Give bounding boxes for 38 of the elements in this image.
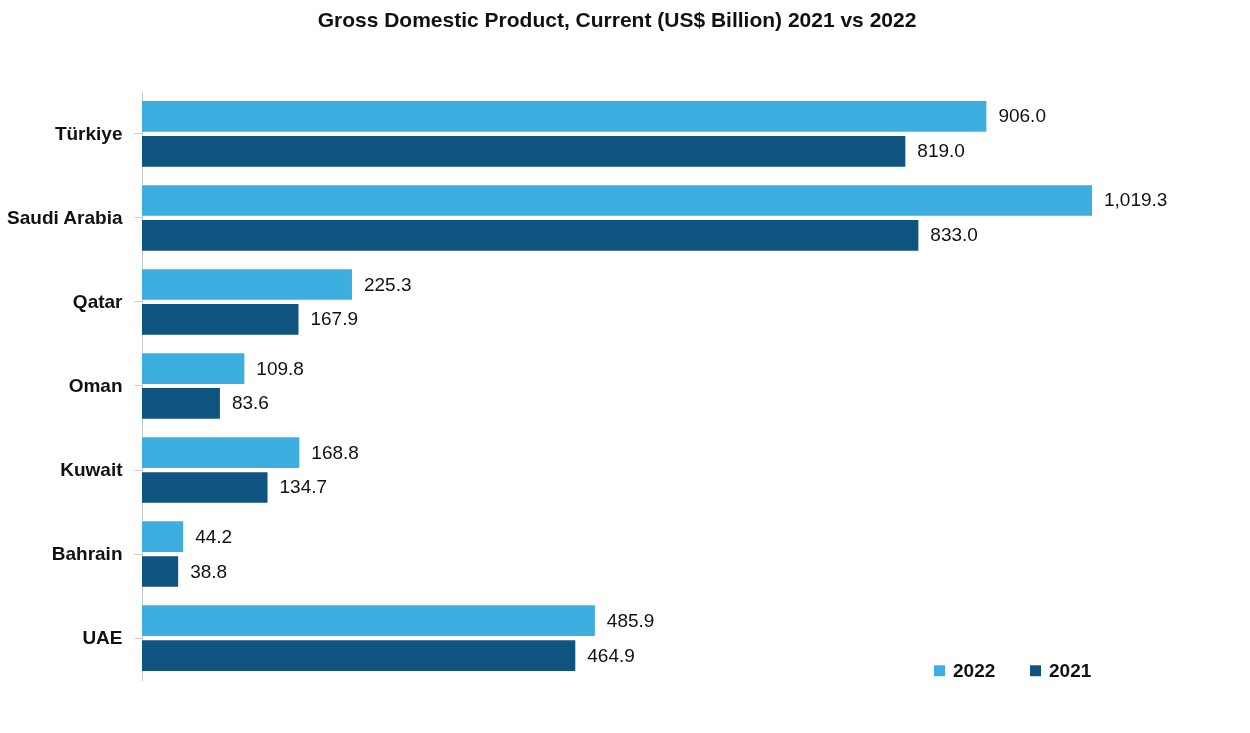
y-tick-label: Saudi Arabia [7,206,123,228]
bar [142,101,987,132]
y-tick-label: Bahrain [51,543,123,565]
bar [142,521,184,552]
bar [142,388,220,419]
data-label: 38.8 [190,560,228,582]
bar [142,605,595,637]
y-tick-label: Qatar [72,290,124,312]
bar [142,556,179,587]
y-tick-label: Kuwait [60,459,124,481]
data-label: 83.6 [231,392,269,414]
legend-label: 2022 [953,659,996,681]
data-label: 225.3 [363,273,412,295]
data-label: 906.0 [998,105,1046,127]
bar [142,304,299,335]
y-tick-label: UAE [82,627,123,649]
data-label: 485.9 [606,609,655,631]
data-label: 833.0 [930,224,978,246]
data-label: 109.8 [256,357,304,379]
bar [142,353,245,384]
y-tick-label: Oman [68,375,123,396]
data-label: 44.2 [195,525,233,547]
bar [142,472,268,503]
bar [142,185,1092,216]
bar [142,269,352,300]
chart-title: Gross Domestic Product, Current (US$ Billion) 2021 vs 2022 [317,8,917,31]
legend-label: 2021 [1049,659,1092,681]
data-label: 134.7 [279,476,328,498]
data-label: 167.9 [310,308,359,330]
bar [142,437,300,468]
data-label: 1,019.3 [1104,189,1168,211]
y-tick-label: Türkiye [54,122,123,144]
bar [142,640,576,671]
data-label: 819.0 [917,140,965,162]
bar [142,220,919,251]
data-label: 464.9 [587,644,635,666]
bar [142,135,906,167]
data-label: 168.8 [311,441,359,463]
